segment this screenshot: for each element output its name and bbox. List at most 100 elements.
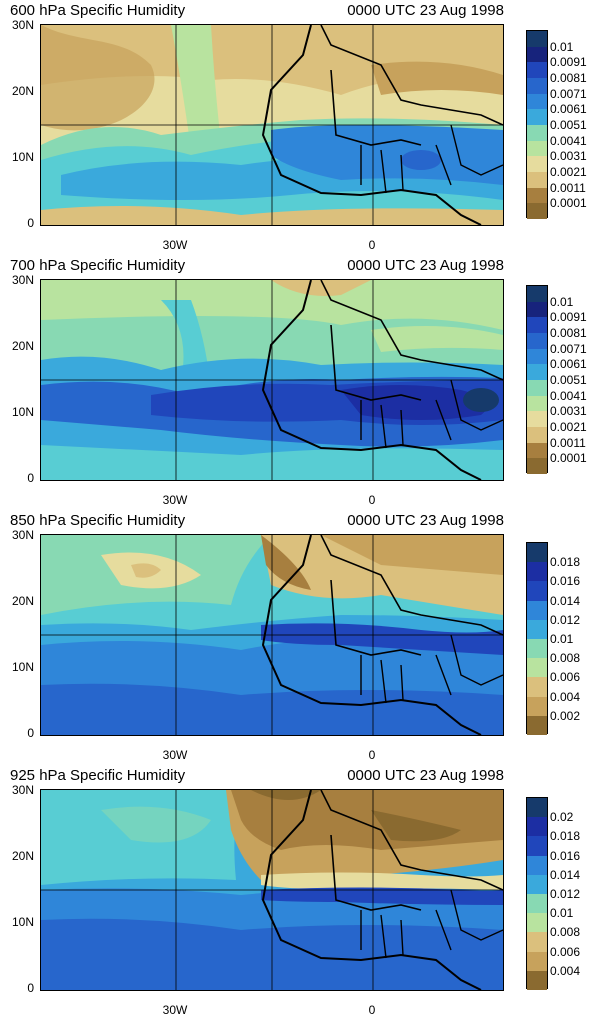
colorbar	[526, 30, 548, 219]
colorbar-cell	[527, 677, 547, 697]
humidity-map	[40, 279, 504, 481]
colorbar-label: 0.012	[550, 612, 581, 627]
panel-time: 0000 UTC 23 Aug 1998	[347, 512, 504, 529]
colorbar-cell	[527, 658, 547, 678]
colorbar-label: 0.0001	[550, 451, 587, 466]
colorbar-cell	[527, 62, 547, 78]
y-label-0: 0	[27, 471, 34, 485]
colorbar-label: 0.0071	[550, 86, 587, 101]
colorbar-cell	[527, 379, 547, 396]
y-label-10n: 10N	[11, 150, 34, 164]
colorbar-cell	[527, 874, 547, 894]
panel-time: 0000 UTC 23 Aug 1998	[347, 257, 504, 274]
colorbar-cell	[527, 77, 547, 94]
colorbar-label: 0.0001	[550, 196, 587, 211]
panel-title: 600 hPa Specific Humidity	[10, 2, 186, 19]
colorbar-label: 0.002	[550, 708, 581, 723]
panel-700hpa: 700 hPa Specific Humidity 0000 UTC 23 Au…	[0, 255, 600, 510]
y-label-0: 0	[27, 726, 34, 740]
colorbar-label: 0.0071	[550, 341, 587, 356]
x-label-0: 0	[368, 238, 376, 252]
humidity-map	[40, 534, 504, 736]
x-label-0: 0	[368, 1003, 376, 1017]
colorbar-cell	[527, 203, 547, 219]
colorbar-label: 0.006	[550, 670, 581, 685]
colorbar-label: 0.016	[550, 574, 581, 589]
colorbar-cell	[527, 124, 547, 141]
colorbar-cell	[527, 798, 547, 818]
colorbar-cell	[527, 109, 547, 125]
colorbar-label: 0.014	[550, 867, 581, 882]
colorbar-label: 0.0051	[550, 118, 587, 132]
colorbar-cell	[527, 913, 547, 933]
colorbar-cell	[527, 46, 547, 63]
colorbar-cell	[527, 970, 547, 990]
colorbar-label: 0.0091	[550, 55, 587, 70]
colorbar-cell	[527, 140, 547, 157]
colorbar-label: 0.0041	[550, 388, 587, 403]
colorbar-label: 0.01	[550, 294, 574, 309]
colorbar-label: 0.004	[550, 963, 581, 978]
colorbar-cell	[527, 458, 547, 474]
y-label-20n: 20N	[11, 84, 34, 98]
colorbar-label: 0.0031	[550, 404, 587, 419]
colorbar-label: 0.01	[550, 906, 574, 921]
y-label-30n: 30N	[11, 273, 34, 287]
colorbar-label: 0.006	[550, 944, 581, 959]
colorbar-cell	[527, 855, 547, 875]
colorbar-cell	[527, 301, 547, 318]
colorbar-cell	[527, 187, 547, 204]
colorbar-label: 0.0081	[550, 71, 587, 85]
y-label-30n: 30N	[11, 528, 34, 542]
colorbar-cell	[527, 395, 547, 412]
colorbar-label: 0.014	[550, 593, 581, 608]
colorbar-label: 0.012	[550, 887, 581, 901]
colorbar-label: 0.0061	[550, 357, 587, 372]
colorbar-label: 0.008	[550, 925, 581, 940]
colorbar-cell	[527, 836, 547, 856]
y-label-0: 0	[27, 981, 34, 995]
colorbar-cell	[527, 411, 547, 427]
colorbar-cell	[527, 951, 547, 971]
x-label-30w: 30W	[162, 1003, 188, 1017]
colorbar-label: 0.0031	[550, 149, 587, 164]
panel-850hpa: 850 hPa Specific Humidity 0000 UTC 23 Au…	[0, 510, 600, 765]
colorbar-label: 0.018	[550, 829, 581, 844]
colorbar-cell	[527, 562, 547, 582]
colorbar	[526, 797, 548, 990]
colorbar-label: 0.0081	[550, 326, 587, 340]
colorbar-cell	[527, 600, 547, 620]
x-label-30w: 30W	[162, 238, 188, 252]
colorbar-cell	[527, 442, 547, 459]
x-label-30w: 30W	[162, 748, 188, 762]
x-label-0: 0	[368, 748, 376, 762]
colorbar-label: 0.004	[550, 689, 581, 704]
colorbar-label: 0.0061	[550, 102, 587, 117]
y-label-30n: 30N	[11, 783, 34, 797]
colorbar-label: 0.008	[550, 651, 581, 666]
colorbar-cell	[527, 171, 547, 188]
colorbar-label: 0.0011	[550, 435, 586, 450]
colorbar-cell	[527, 638, 547, 659]
colorbar-cell	[527, 332, 547, 349]
colorbar-cell	[527, 426, 547, 443]
colorbar-cell	[527, 619, 547, 639]
colorbar-cell	[527, 317, 547, 333]
colorbar-cell	[527, 696, 547, 716]
humidity-map	[40, 24, 504, 226]
y-label-20n: 20N	[11, 339, 34, 353]
colorbar	[526, 542, 548, 735]
colorbar-cell	[527, 93, 547, 110]
colorbar-cell	[527, 932, 547, 952]
y-label-30n: 30N	[11, 18, 34, 32]
colorbar-label: 0.0021	[550, 165, 587, 179]
colorbar-label: 0.0021	[550, 420, 587, 434]
colorbar-label: 0.01	[550, 632, 574, 646]
panel-925hpa: 925 hPa Specific Humidity 0000 UTC 23 Au…	[0, 765, 600, 1020]
colorbar-cell	[527, 817, 547, 837]
panel-time: 0000 UTC 23 Aug 1998	[347, 2, 504, 19]
y-label-20n: 20N	[11, 849, 34, 863]
colorbar-label: 0.018	[550, 555, 581, 570]
y-label-10n: 10N	[11, 405, 34, 419]
x-label-30w: 30W	[162, 493, 188, 507]
